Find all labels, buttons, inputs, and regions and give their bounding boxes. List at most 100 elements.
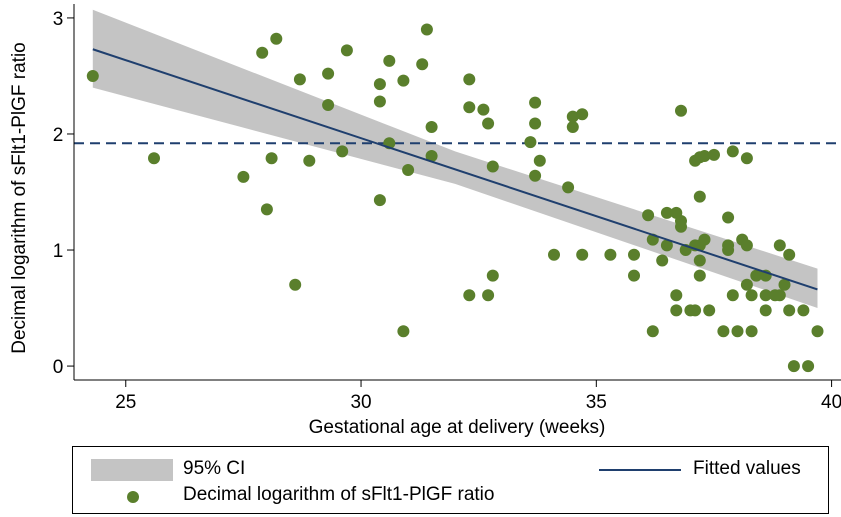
data-point (416, 58, 429, 71)
x-axis-label: Gestational age at delivery (weeks) (309, 417, 606, 438)
legend-fit-label: Fitted values (693, 458, 801, 479)
data-point (265, 152, 278, 165)
data-point (740, 239, 753, 252)
x-tick-label: 30 (350, 392, 371, 413)
data-point (731, 325, 744, 338)
x-tick-label: 25 (115, 392, 136, 413)
data-point (420, 23, 433, 36)
data-point (759, 289, 772, 302)
data-point (698, 233, 711, 246)
data-point (576, 248, 589, 261)
data-point (726, 145, 739, 158)
data-point (293, 73, 306, 86)
ci-band (92, 9, 818, 309)
data-point (802, 360, 815, 373)
data-point (773, 239, 786, 252)
legend: 95% CI Fitted values Decimal logarithm o… (72, 446, 829, 514)
data-point (783, 304, 796, 317)
data-point (397, 74, 410, 87)
data-point (717, 325, 730, 338)
data-point (670, 304, 683, 317)
data-point (566, 121, 579, 133)
data-point (811, 325, 824, 338)
data-point (529, 96, 542, 109)
data-point (260, 203, 273, 216)
data-point (745, 289, 758, 302)
data-point (373, 78, 386, 91)
data-point (463, 73, 476, 86)
data-point (383, 54, 396, 67)
data-point (740, 278, 753, 291)
data-point (726, 289, 739, 302)
data-point (693, 269, 706, 282)
data-point (783, 248, 796, 261)
fitted-line (92, 48, 818, 291)
data-point (529, 169, 542, 182)
data-point (482, 289, 495, 302)
data-point (486, 160, 499, 173)
data-point (463, 289, 476, 302)
data-point (425, 150, 438, 162)
data-point (336, 145, 349, 158)
data-point (660, 239, 673, 252)
legend-fit-line (599, 469, 681, 471)
data-point (562, 181, 575, 194)
x-tick-label: 35 (586, 392, 607, 413)
y-tick-label: 1 (53, 241, 64, 262)
data-point (646, 325, 659, 338)
data-point (548, 248, 560, 261)
plot-area: 0 1 2 3 25 30 35 40 (53, 4, 841, 413)
data-point (373, 95, 386, 108)
data-point (463, 101, 476, 114)
data-point (340, 44, 353, 57)
data-point (237, 170, 250, 183)
data-point (425, 121, 438, 133)
legend-points-label: Decimal logarithm of sFlt1-PlGF ratio (183, 484, 495, 505)
data-point (256, 46, 269, 59)
data-point (86, 70, 99, 82)
data-point (322, 67, 335, 80)
data-point (628, 269, 640, 282)
data-point (740, 152, 753, 165)
data-point (750, 269, 763, 282)
data-point (289, 278, 302, 291)
x-tick-label: 40 (821, 392, 841, 413)
data-point (486, 269, 499, 282)
legend-ci-swatch (91, 459, 173, 481)
data-point (759, 304, 772, 317)
data-point (773, 289, 786, 302)
data-point (698, 150, 711, 162)
data-point (642, 209, 655, 222)
data-point (722, 244, 735, 256)
data-point (524, 136, 537, 149)
data-point (529, 117, 542, 130)
data-point (660, 206, 673, 219)
data-point (303, 154, 316, 167)
y-tick-label: 3 (53, 9, 64, 30)
data-point (566, 110, 579, 123)
data-point (373, 194, 386, 207)
data-point (722, 211, 735, 224)
y-tick-label: 2 (53, 125, 64, 146)
data-point (604, 248, 617, 261)
scatter-chart: 0 1 2 3 25 30 35 40 Decimal logarithm of sFlt1-… (9, 4, 841, 438)
y-tick-label: 0 (53, 357, 64, 378)
data-point (689, 304, 702, 317)
data-point (675, 220, 687, 233)
data-point (745, 325, 758, 338)
data-point (397, 325, 410, 338)
data-point (797, 304, 810, 317)
y-axis-label: Decimal logarithm of sFlt1-PlGF ratio (9, 42, 30, 353)
data-point (576, 108, 589, 121)
legend-ci-label: 95% CI (183, 458, 246, 479)
data-point (675, 104, 687, 117)
data-point (628, 248, 640, 261)
data-point (656, 254, 669, 267)
data-point (533, 154, 546, 167)
data-point (477, 103, 490, 116)
data-point (693, 190, 706, 203)
legend-point-marker (127, 491, 139, 503)
data-point (703, 304, 716, 317)
data-point (322, 99, 335, 111)
data-point (778, 278, 791, 291)
